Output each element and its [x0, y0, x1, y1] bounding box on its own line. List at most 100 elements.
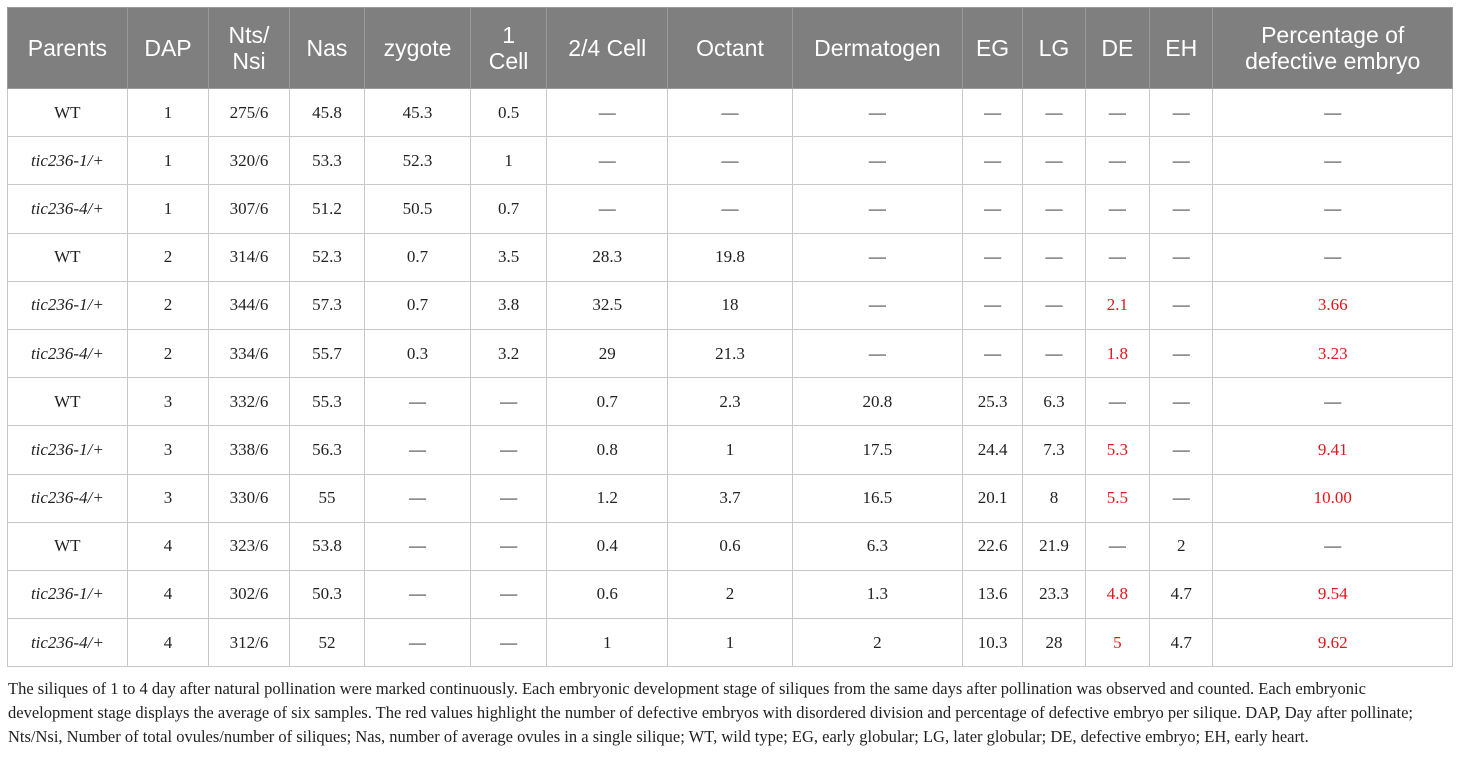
table-cell: 312/6	[208, 618, 290, 668]
table-cell: 4.8	[1084, 569, 1151, 620]
table-cell: —	[1212, 232, 1453, 282]
table-cell: 3.66	[1212, 280, 1453, 330]
table-cell: 22.6	[961, 521, 1024, 571]
header-zygote: zygote	[364, 7, 471, 89]
table-row: tic236-4/+ 3 330/6 55— —1.2 3.7 16.5 20.1 8 5.5—1…	[7, 473, 1453, 523]
table-cell: 18	[667, 280, 793, 330]
parent-cell: WT	[7, 521, 128, 571]
parent-cell: tic236-1/+	[7, 425, 128, 475]
table-cell: 50.3	[288, 569, 366, 620]
table-cell: 338/6	[208, 425, 290, 475]
table-cell: 8	[1022, 473, 1086, 523]
parent-cell: tic236-1/+	[7, 136, 128, 186]
table-cell: —	[1149, 184, 1214, 234]
table-cell: —	[1149, 136, 1214, 186]
data-table-container: Parents DAP Nts/ Nsi Nas zygote 1 Cell 2…	[7, 7, 1453, 668]
parent-cell: tic236-4/+	[7, 618, 128, 668]
table-cell: —	[1022, 328, 1086, 379]
table-footnote: The siliques of 1 to 4 day after natural…	[8, 679, 1413, 746]
table-cell: —	[667, 136, 793, 186]
parent-cell: WT	[7, 232, 128, 282]
table-cell: 1	[546, 618, 669, 668]
table-cell: 4.7	[1149, 618, 1214, 668]
table-cell: 2	[126, 280, 210, 330]
table-cell: —	[1084, 184, 1151, 234]
table-cell: 314/6	[208, 232, 290, 282]
table-cell: 9.41	[1212, 425, 1453, 475]
table-cell: —	[469, 521, 548, 571]
table-cell: —	[1084, 232, 1151, 282]
table-cell: 1	[126, 136, 210, 186]
table-cell: —	[364, 569, 471, 620]
table-cell: 344/6	[208, 280, 290, 330]
table-cell: —	[546, 87, 669, 138]
table-cell: 0.6	[546, 569, 669, 620]
header-1-cell: 1 Cell	[469, 7, 548, 89]
table-cell: 0.7	[469, 184, 548, 234]
table-cell: —	[961, 184, 1024, 234]
table-row: WT 4 323/6 53.8— —0.4 0.6 6.3 22.6 21.9—2—	[7, 521, 1453, 571]
table-cell: —	[364, 425, 471, 475]
table-cell: 0.7	[364, 232, 471, 282]
table-cell: 2	[126, 232, 210, 282]
table-cell: 1.2	[546, 473, 669, 523]
table-cell: 32.5	[546, 280, 669, 330]
table-cell: —	[364, 521, 471, 571]
table-cell: 3	[126, 473, 210, 523]
table-cell: —	[469, 425, 548, 475]
table-cell: 3.5	[469, 232, 548, 282]
table-cell: 2	[126, 328, 210, 379]
table-cell: 55.7	[288, 328, 366, 379]
table-cell: 3.8	[469, 280, 548, 330]
table-cell: 57.3	[288, 280, 366, 330]
table-cell: —	[791, 328, 963, 379]
table-cell: 21.3	[667, 328, 793, 379]
header-octant: Octant	[667, 7, 793, 89]
table-cell: 2	[667, 569, 793, 620]
table-cell: —	[791, 87, 963, 138]
table-cell: —	[1149, 232, 1214, 282]
table-cell: —	[546, 136, 669, 186]
table-cell: 4	[126, 618, 210, 668]
table-cell: 3	[126, 425, 210, 475]
table-cell: 3.2	[469, 328, 548, 379]
parent-cell: tic236-4/+	[7, 328, 128, 379]
table-row: tic236-1/+ 3 338/6 56.3— —0.8 1 17.5 24.4 7.3 5.3…	[7, 425, 1453, 475]
table-cell: —	[961, 280, 1024, 330]
table-cell: —	[1022, 136, 1086, 186]
header-nas: Nas	[288, 7, 366, 89]
table-cell: —	[791, 232, 963, 282]
header-parents: Parents	[7, 7, 128, 89]
header-eh: EH	[1149, 7, 1214, 89]
table-cell: 45.3	[364, 87, 471, 138]
table-cell: 0.7	[546, 377, 669, 427]
table-cell: 16.5	[791, 473, 963, 523]
table-cell: —	[1212, 184, 1453, 234]
parent-cell: WT	[7, 377, 128, 427]
table-cell: —	[1022, 232, 1086, 282]
table-cell: —	[1149, 280, 1214, 330]
table-row: tic236-1/+ 1 320/6 53.3 52.3 1— — — — — — — —	[7, 136, 1453, 186]
table-cell: 334/6	[208, 328, 290, 379]
table-cell: 53.3	[288, 136, 366, 186]
table-cell: 9.62	[1212, 618, 1453, 668]
table-cell: 1	[126, 87, 210, 138]
table-cell: 52	[288, 618, 366, 668]
table-cell: —	[469, 618, 548, 668]
table-cell: 52.3	[288, 232, 366, 282]
table-cell: —	[364, 473, 471, 523]
table-cell: 275/6	[208, 87, 290, 138]
parent-cell: tic236-1/+	[7, 280, 128, 330]
table-cell: 13.6	[961, 569, 1024, 620]
table-cell: 3	[126, 377, 210, 427]
table-cell: 6.3	[791, 521, 963, 571]
table-cell: 3.7	[667, 473, 793, 523]
table-cell: —	[364, 618, 471, 668]
header-2-4-cell: 2/4 Cell	[546, 7, 669, 89]
table-cell: —	[546, 184, 669, 234]
table-cell: 4	[126, 521, 210, 571]
embryo-development-table: Parents DAP Nts/ Nsi Nas zygote 1 Cell 2…	[7, 7, 1453, 668]
table-cell: —	[961, 232, 1024, 282]
table-cell: 307/6	[208, 184, 290, 234]
table-cell: —	[791, 184, 963, 234]
